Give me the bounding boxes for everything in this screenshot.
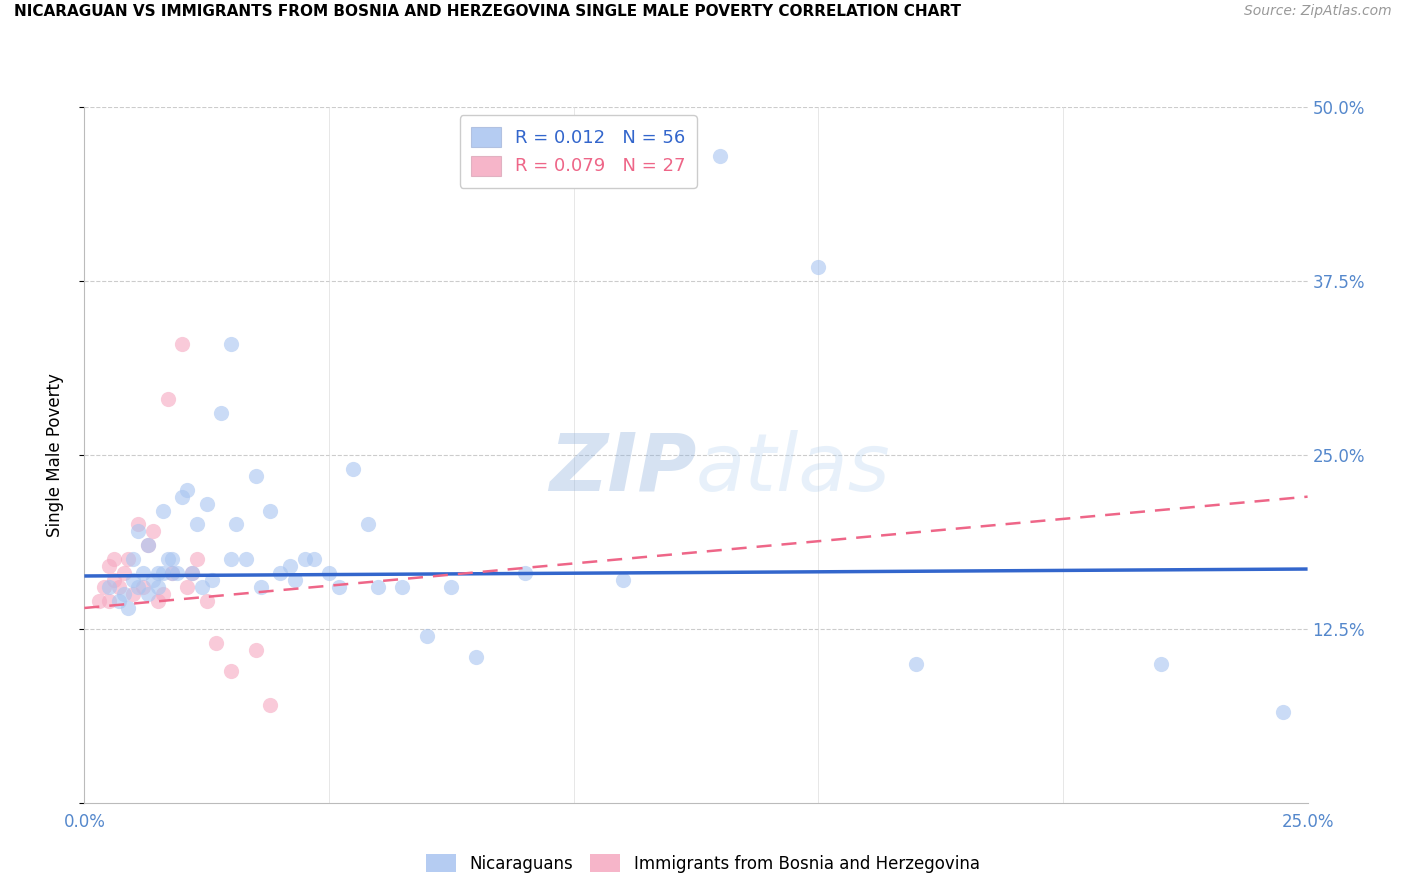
Point xyxy=(93,580,115,594)
Point xyxy=(440,580,463,594)
Point xyxy=(209,406,232,420)
Point xyxy=(156,392,179,407)
Point xyxy=(142,573,165,587)
Point xyxy=(87,594,110,608)
Point xyxy=(195,594,218,608)
Point xyxy=(464,649,486,664)
Point xyxy=(367,580,389,594)
Point xyxy=(107,580,129,594)
Point xyxy=(176,483,198,497)
Point xyxy=(245,468,267,483)
Point xyxy=(186,552,208,566)
Point xyxy=(342,462,364,476)
Point xyxy=(122,552,145,566)
Text: Source: ZipAtlas.com: Source: ZipAtlas.com xyxy=(1244,4,1392,19)
Point xyxy=(225,517,247,532)
Point xyxy=(1150,657,1173,671)
Point xyxy=(357,517,380,532)
Point xyxy=(284,573,307,587)
Point xyxy=(245,642,267,657)
Point xyxy=(132,566,155,581)
Point xyxy=(136,587,159,601)
Point xyxy=(181,566,204,581)
Point xyxy=(513,566,536,581)
Point xyxy=(117,552,139,566)
Y-axis label: Single Male Poverty: Single Male Poverty xyxy=(45,373,63,537)
Point xyxy=(1272,706,1295,720)
Point xyxy=(195,497,218,511)
Point xyxy=(156,552,179,566)
Point xyxy=(278,559,301,574)
Point xyxy=(269,566,291,581)
Point xyxy=(905,657,928,671)
Point xyxy=(176,580,198,594)
Point xyxy=(172,490,194,504)
Point xyxy=(219,664,242,678)
Point xyxy=(166,566,188,581)
Point xyxy=(112,587,135,601)
Point xyxy=(709,149,731,163)
Point xyxy=(219,552,242,566)
Point xyxy=(142,524,165,539)
Point xyxy=(181,566,204,581)
Point xyxy=(103,552,125,566)
Point xyxy=(122,573,145,587)
Point xyxy=(103,573,125,587)
Point xyxy=(416,629,439,643)
Point xyxy=(132,580,155,594)
Point xyxy=(200,573,222,587)
Point xyxy=(97,559,120,574)
Point xyxy=(117,601,139,615)
Point xyxy=(162,566,184,581)
Point xyxy=(152,587,174,601)
Point xyxy=(235,552,257,566)
Point xyxy=(304,552,326,566)
Point xyxy=(136,538,159,552)
Point xyxy=(136,538,159,552)
Point xyxy=(146,580,169,594)
Point xyxy=(107,594,129,608)
Point xyxy=(172,336,194,351)
Point xyxy=(152,503,174,517)
Point xyxy=(127,517,149,532)
Point xyxy=(127,580,149,594)
Text: atlas: atlas xyxy=(696,430,891,508)
Point xyxy=(219,336,242,351)
Point xyxy=(328,580,350,594)
Point xyxy=(186,517,208,532)
Point xyxy=(146,566,169,581)
Text: NICARAGUAN VS IMMIGRANTS FROM BOSNIA AND HERZEGOVINA SINGLE MALE POVERTY CORRELA: NICARAGUAN VS IMMIGRANTS FROM BOSNIA AND… xyxy=(14,4,962,20)
Point xyxy=(127,524,149,539)
Legend: R = 0.012   N = 56, R = 0.079   N = 27: R = 0.012 N = 56, R = 0.079 N = 27 xyxy=(460,115,697,187)
Point xyxy=(97,594,120,608)
Point xyxy=(807,260,830,274)
Point xyxy=(249,580,271,594)
Point xyxy=(112,566,135,581)
Point xyxy=(122,587,145,601)
Point xyxy=(259,503,281,517)
Point xyxy=(162,552,184,566)
Point xyxy=(612,573,634,587)
Legend: Nicaraguans, Immigrants from Bosnia and Herzegovina: Nicaraguans, Immigrants from Bosnia and … xyxy=(420,847,986,880)
Point xyxy=(191,580,214,594)
Point xyxy=(152,566,174,581)
Point xyxy=(259,698,281,713)
Text: ZIP: ZIP xyxy=(548,430,696,508)
Point xyxy=(318,566,340,581)
Point xyxy=(162,566,184,581)
Point xyxy=(294,552,316,566)
Point xyxy=(97,580,120,594)
Point xyxy=(205,636,228,650)
Point xyxy=(391,580,413,594)
Point xyxy=(146,594,169,608)
